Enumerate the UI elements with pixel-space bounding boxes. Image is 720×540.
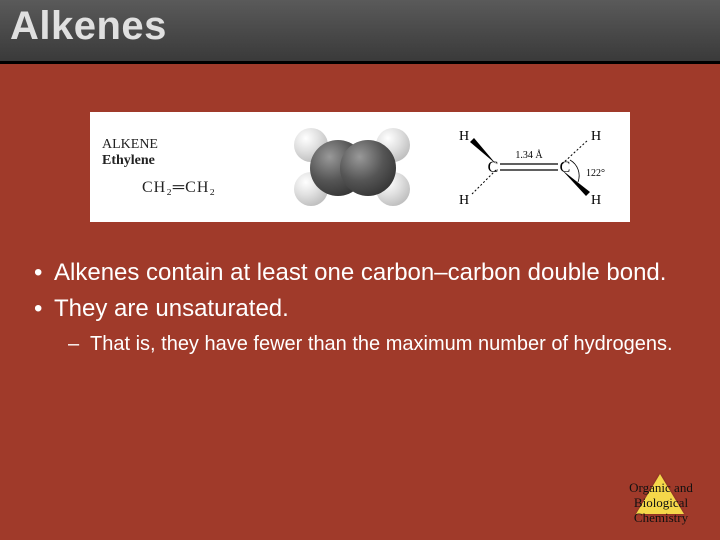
corner-line: Chemistry bbox=[616, 511, 706, 526]
slide: Alkenes ALKENE Ethylene CH₂═CH₂ bbox=[0, 0, 720, 540]
alkene-figure: ALKENE Ethylene CH₂═CH₂ bbox=[90, 112, 630, 222]
svg-text:C: C bbox=[488, 159, 499, 176]
slide-title: Alkenes bbox=[10, 4, 167, 49]
figure-label-block: ALKENE Ethylene CH₂═CH₂ bbox=[90, 137, 270, 197]
bond-angle-label: 122° bbox=[586, 168, 605, 179]
alkene-name-label: Ethylene bbox=[102, 153, 270, 169]
alkene-kind-label: ALKENE bbox=[102, 137, 270, 153]
svg-text:H: H bbox=[591, 193, 601, 208]
carbon-atom-icon bbox=[340, 140, 396, 196]
svg-text:H: H bbox=[459, 129, 469, 144]
corner-line: Biological bbox=[616, 496, 706, 511]
bullet-item: • They are unsaturated. bbox=[34, 294, 690, 324]
corner-line: Organic and bbox=[616, 481, 706, 496]
bullet-text: They are unsaturated. bbox=[54, 294, 289, 324]
structural-diagram: C C H H H H 1.34 Å 122° bbox=[430, 112, 630, 222]
sub-bullet-text: That is, they have fewer than the maximu… bbox=[90, 332, 673, 357]
svg-text:C: C bbox=[560, 159, 571, 176]
bullet-dot-icon: • bbox=[34, 294, 54, 324]
dash-icon: – bbox=[68, 332, 90, 357]
corner-badge: Organic and Biological Chemistry bbox=[616, 481, 706, 526]
spacefill-model bbox=[270, 122, 430, 212]
svg-text:H: H bbox=[591, 129, 601, 144]
bullet-list: • Alkenes contain at least one carbon–ca… bbox=[34, 258, 690, 357]
svg-text:H: H bbox=[459, 193, 469, 208]
bullet-text: Alkenes contain at least one carbon–carb… bbox=[54, 258, 666, 288]
bullet-item: • Alkenes contain at least one carbon–ca… bbox=[34, 258, 690, 288]
bullet-dot-icon: • bbox=[34, 258, 54, 288]
bond-length-label: 1.34 Å bbox=[515, 149, 543, 161]
alkene-formula: CH₂═CH₂ bbox=[142, 179, 270, 197]
sub-bullet-item: – That is, they have fewer than the maxi… bbox=[68, 332, 690, 357]
